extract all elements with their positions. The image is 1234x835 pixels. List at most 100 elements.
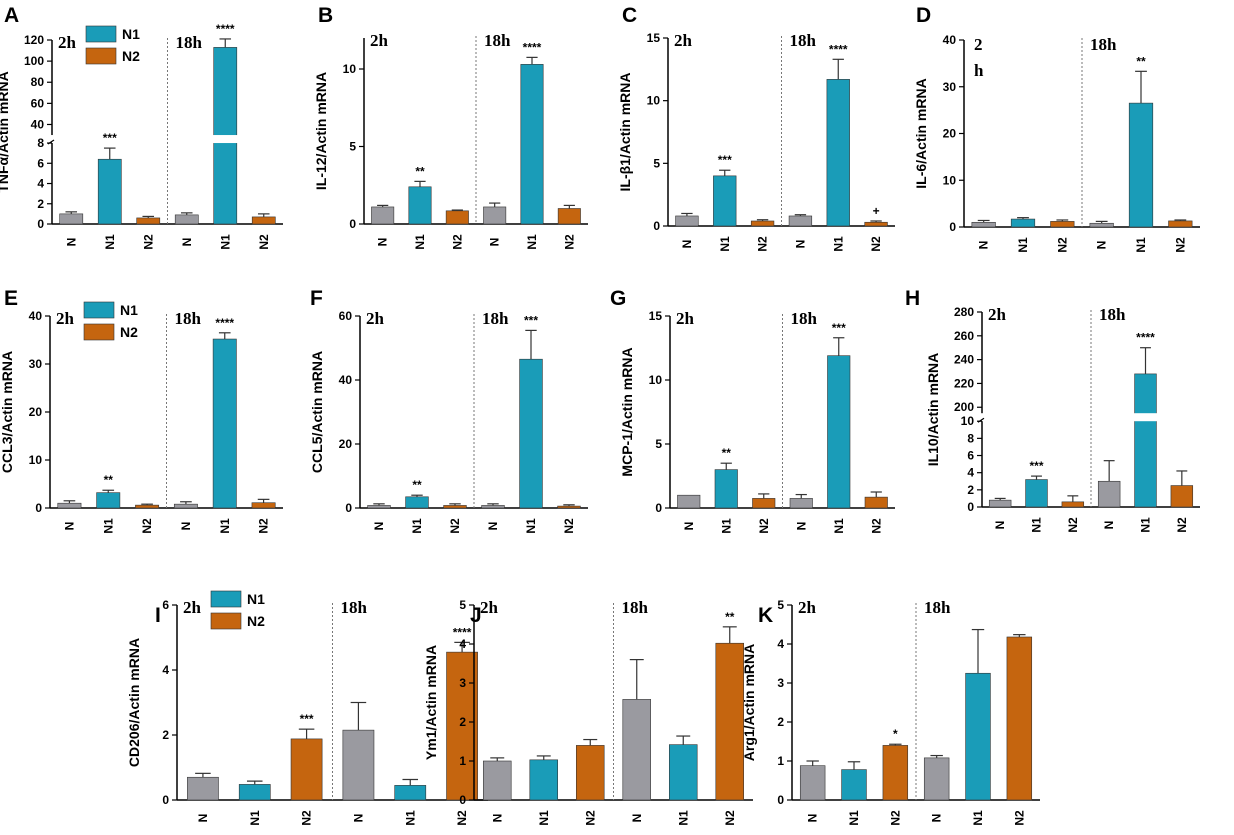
y-tick-label: 2 — [967, 483, 974, 497]
significance-label: *** — [300, 712, 314, 726]
bar — [675, 215, 699, 227]
x-tick-label: N — [351, 814, 365, 823]
x-tick-label: N — [993, 521, 1007, 530]
y-tick-label: 15 — [647, 31, 661, 45]
x-tick-label: N — [1095, 241, 1109, 250]
bar — [1097, 480, 1121, 508]
y-tick-label: 100 — [24, 54, 44, 68]
panel-letter: A — [4, 4, 19, 27]
x-tick-label: N1 — [1016, 237, 1030, 253]
bar — [483, 206, 507, 225]
y-tick-label: 2 — [162, 728, 169, 742]
y-tick-label: 10 — [29, 453, 43, 467]
significance-label: **** — [829, 42, 848, 56]
x-tick-label: N — [196, 814, 210, 823]
x-tick-label: N2 — [757, 518, 771, 534]
y-tick-label: 6 — [162, 598, 169, 612]
y-axis-label: IL-6/Actin mRNA — [913, 78, 929, 188]
bar — [971, 222, 996, 228]
x-tick-label: N1 — [832, 518, 846, 534]
y-tick-label: 0 — [967, 500, 974, 514]
y-tick-label: 5 — [655, 437, 662, 451]
time-label-2h: 2h — [370, 31, 389, 50]
x-tick-label: N — [64, 238, 78, 247]
x-tick-label: N2 — [562, 234, 576, 250]
panel-letter: E — [4, 287, 18, 310]
x-tick-label: N2 — [583, 810, 597, 826]
significance-label: ** — [722, 446, 732, 460]
y-tick-label: 30 — [29, 357, 43, 371]
bar — [290, 738, 323, 801]
bar — [342, 729, 375, 801]
bar — [668, 744, 698, 801]
x-tick-label: N1 — [1030, 517, 1044, 533]
y-tick-label: 6 — [37, 156, 44, 170]
bar — [97, 158, 122, 225]
bar — [405, 496, 429, 509]
bar — [238, 784, 271, 801]
y-tick-label: 4 — [967, 466, 974, 480]
significance-label: + — [873, 204, 880, 218]
bar — [965, 672, 991, 801]
panel-letter: G — [610, 287, 626, 310]
legend-label-n1: N1 — [122, 26, 140, 42]
y-axis-label: CCL3/Actin mRNA — [0, 351, 15, 473]
time-label-2h: 2h — [480, 598, 499, 617]
y-axis-label: IL-12/Actin mRNA — [313, 72, 329, 190]
y-tick-label: 220 — [954, 376, 974, 390]
bar — [1061, 501, 1085, 508]
bar — [988, 499, 1012, 508]
y-axis-label: IL-β1/Actin mRNA — [617, 73, 633, 192]
panel-letter: D — [916, 4, 931, 27]
significance-label: *** — [103, 131, 117, 145]
y-tick-label: 40 — [31, 117, 45, 131]
x-tick-label: N — [62, 522, 76, 531]
bar — [750, 220, 775, 227]
panel-b: B IL-12/Actin mRNA 0 5 10 N ** N1 N2 N **** N1 N2 2h 1… — [313, 4, 588, 250]
bar — [57, 502, 82, 509]
y-tick-label: 0 — [949, 220, 956, 234]
y-tick-label: 280 — [954, 305, 974, 319]
x-tick-label: N — [372, 522, 386, 531]
bar — [1050, 221, 1075, 228]
y-tick-label: 60 — [31, 96, 45, 110]
bar — [789, 498, 813, 509]
bar — [173, 503, 198, 509]
x-tick-label: N2 — [723, 810, 737, 826]
panel-i: I CD206/Actin mRNA 0 2 4 6 N N1 *** N2 N N1 **** N2 2h… — [126, 590, 488, 826]
y-axis-label: CCL5/Actin mRNA — [309, 351, 325, 473]
y-tick-label: 260 — [954, 329, 974, 343]
bar — [557, 208, 581, 225]
x-tick-label: N1 — [1134, 237, 1148, 253]
significance-label: **** — [453, 625, 472, 639]
x-tick-label: N — [806, 814, 820, 823]
x-tick-label: N1 — [1139, 517, 1153, 533]
x-tick-label: N1 — [524, 518, 538, 534]
bar — [714, 469, 738, 509]
panel-d: D IL-6/Actin mRNA 0 10 20 30 40 N N1 N2 N ** N1 N2 2 h 1… — [913, 4, 1200, 253]
time-label-18h: 18h — [484, 31, 511, 50]
y-tick-label: 0 — [653, 219, 660, 233]
x-tick-label: N2 — [1012, 810, 1026, 826]
y-tick-label: 40 — [943, 33, 957, 47]
y-tick-label: 200 — [954, 400, 974, 414]
significance-label: **** — [216, 22, 235, 36]
time-label-18h: 18h — [791, 309, 818, 328]
x-tick-label: N — [376, 238, 390, 247]
time-label-2h: 2h — [798, 598, 817, 617]
bar — [864, 496, 888, 509]
time-label-18h: 18h — [1090, 35, 1117, 54]
time-label-2h: 2h — [366, 309, 385, 328]
bar — [251, 216, 276, 225]
bar — [529, 759, 558, 801]
x-tick-label: N — [490, 814, 504, 823]
y-tick-label: 0 — [777, 793, 784, 807]
panel-letter: J — [470, 604, 482, 627]
x-tick-label: N1 — [101, 518, 115, 534]
bar — [1025, 479, 1048, 508]
bar — [212, 338, 237, 509]
time-label-18h: 18h — [790, 31, 817, 50]
time-label-2h: 2h — [676, 309, 695, 328]
x-tick-label: N2 — [1055, 237, 1069, 253]
x-tick-label: N2 — [257, 234, 271, 250]
